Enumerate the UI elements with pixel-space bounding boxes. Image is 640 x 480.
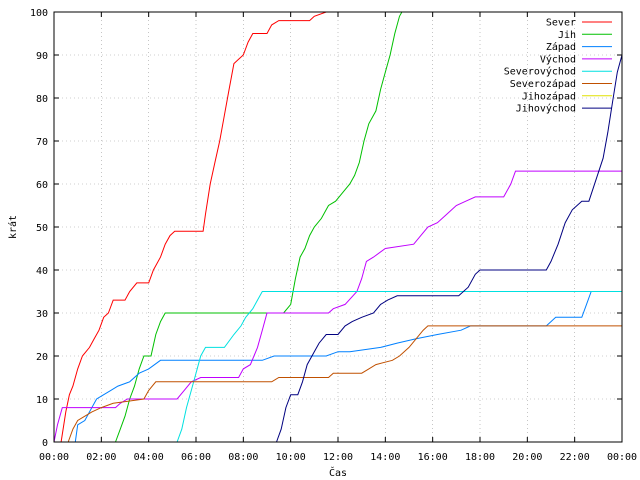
legend-label-jihozapad: Jihozápad <box>522 90 576 102</box>
series-line-sever <box>60 11 329 443</box>
y-tick-label: 30 <box>36 309 48 320</box>
x-tick-label: 02:00 <box>86 452 116 463</box>
x-tick-label: 06:00 <box>181 452 211 463</box>
series-line-jihovychod <box>276 54 623 443</box>
y-axis-label: krát <box>7 215 19 239</box>
series-line-zapad <box>74 291 594 443</box>
legend-label-zapad: Západ <box>546 41 576 53</box>
series-line-severovychod <box>176 291 622 443</box>
chart-tick-labels: 00:00 02:00 04:00 06:00 08:00 10:00 12:00 14:00… <box>30 8 637 463</box>
y-tick-label: 50 <box>36 223 48 234</box>
chart-grid <box>54 12 622 442</box>
x-tick-label: 04:00 <box>134 452 164 463</box>
y-tick-label: 60 <box>36 180 48 191</box>
x-tick-label: 12:00 <box>323 452 353 463</box>
series-line-jih <box>115 11 403 443</box>
x-tick-label: 16:00 <box>418 452 448 463</box>
x-tick-label: 20:00 <box>512 452 542 463</box>
legend-label-jih: Jih <box>558 30 576 41</box>
legend-label-jihovychod: Jihovýchod <box>516 103 576 115</box>
y-tick-label: 0 <box>42 438 48 449</box>
x-axis-label: Čas <box>329 466 347 479</box>
chart-legend: SeverJihZápadVýchodSeverovýchodSeverozáp… <box>504 18 612 115</box>
legend-label-severovychod: Severovýchod <box>504 66 576 78</box>
y-tick-label: 10 <box>36 395 48 406</box>
y-tick-label: 20 <box>36 352 48 363</box>
chart-series <box>53 11 623 443</box>
y-tick-label: 100 <box>30 8 48 19</box>
legend-label-sever: Sever <box>546 18 576 29</box>
x-tick-label: 00:00 <box>39 452 69 463</box>
legend-label-vychod: Východ <box>540 53 576 65</box>
chart-ticks <box>53 11 623 443</box>
x-tick-label: 22:00 <box>560 452 590 463</box>
y-tick-label: 90 <box>36 51 48 62</box>
x-tick-label: 14:00 <box>370 452 400 463</box>
y-tick-label: 40 <box>36 266 48 277</box>
x-tick-label: 08:00 <box>228 452 258 463</box>
x-tick-label: 10:00 <box>276 452 306 463</box>
x-tick-label: 00:00 <box>607 452 637 463</box>
legend-label-severozapad: Severozápad <box>510 78 576 90</box>
x-tick-label: 18:00 <box>465 452 495 463</box>
y-tick-label: 70 <box>36 137 48 148</box>
series-line-vychod <box>53 170 622 443</box>
y-tick-label: 80 <box>36 94 48 105</box>
series-line-severozapad <box>67 325 622 443</box>
